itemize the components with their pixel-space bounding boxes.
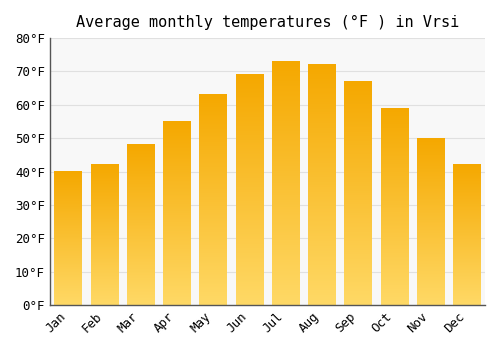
Title: Average monthly temperatures (°F ) in Vrsi: Average monthly temperatures (°F ) in Vr… <box>76 15 459 30</box>
